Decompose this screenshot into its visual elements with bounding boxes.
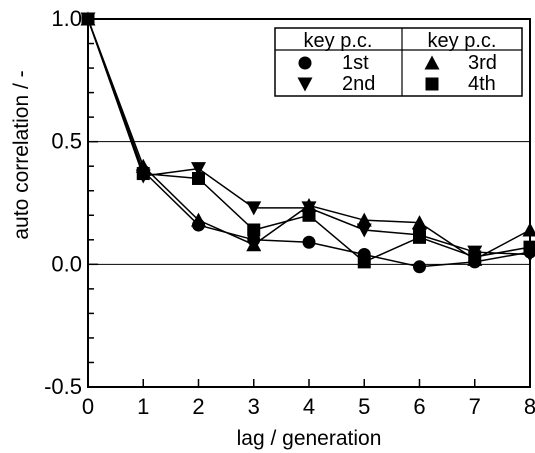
x-tick-label: 8 xyxy=(524,394,535,419)
y-tick-label: 1.0 xyxy=(51,6,82,31)
point-3rd-lag-2 xyxy=(191,212,206,227)
gridlines xyxy=(88,141,530,265)
y-tick-label: -0.5 xyxy=(44,374,82,399)
x-tick-label: 0 xyxy=(82,394,94,419)
series-markers xyxy=(80,11,535,274)
point-2nd-lag-2 xyxy=(191,162,206,177)
y-tick-label: 0.0 xyxy=(51,251,82,276)
legend-marker-3rd xyxy=(424,55,440,70)
x-tick-label: 1 xyxy=(137,394,149,419)
point-3rd-lag-4 xyxy=(301,197,317,212)
legend-header-right: key p.c. xyxy=(428,30,497,52)
x-axis-title: lag / generation xyxy=(237,427,382,450)
point-3rd-lag-8 xyxy=(522,222,535,237)
point-3rd-lag-5 xyxy=(356,212,372,227)
legend-marker-2nd xyxy=(297,77,313,92)
legend-label-3rd: 3rd xyxy=(468,52,497,74)
point-4th-lag-8 xyxy=(523,240,535,254)
x-tick-label: 2 xyxy=(192,394,204,419)
axis-ticks: -0.5 0.0 0.5 1.0 0 1 2 3 4 5 6 7 8 xyxy=(44,6,535,419)
point-4th-lag-3 xyxy=(247,223,261,237)
point-4th-lag-1 xyxy=(136,167,150,181)
y-tick-label: 0.5 xyxy=(51,129,82,154)
legend-header-left: key p.c. xyxy=(304,30,373,52)
legend-marker-4th xyxy=(425,77,439,91)
x-tick-label: 4 xyxy=(303,394,315,419)
x-tick-label: 7 xyxy=(469,394,481,419)
legend-box xyxy=(274,27,523,97)
point-1st-lag-6 xyxy=(413,260,426,274)
legend-label-2nd: 2nd xyxy=(342,73,375,95)
legend-label-4th: 4th xyxy=(468,73,496,95)
point-2nd-lag-3 xyxy=(246,201,262,216)
point-4th-lag-2 xyxy=(192,171,205,185)
point-3rd-lag-6 xyxy=(412,215,427,230)
point-2nd-lag-5 xyxy=(356,223,372,238)
point-3rd-lag-3 xyxy=(246,237,262,252)
x-tick-label: 6 xyxy=(413,394,425,419)
x-tick-label: 5 xyxy=(358,394,370,419)
point-4th-lag-5 xyxy=(357,255,371,269)
point-4th-lag-6 xyxy=(413,230,426,244)
point-4th-lag-0 xyxy=(81,12,95,26)
y-axis-title: auto correlation / - xyxy=(10,70,33,239)
point-4th-lag-7 xyxy=(468,250,482,264)
x-tick-label: 3 xyxy=(248,394,260,419)
point-1st-lag-4 xyxy=(302,235,316,249)
legend-marker-1st xyxy=(298,56,312,70)
point-4th-lag-4 xyxy=(302,208,316,222)
legend-label-1st: 1st xyxy=(342,52,369,74)
